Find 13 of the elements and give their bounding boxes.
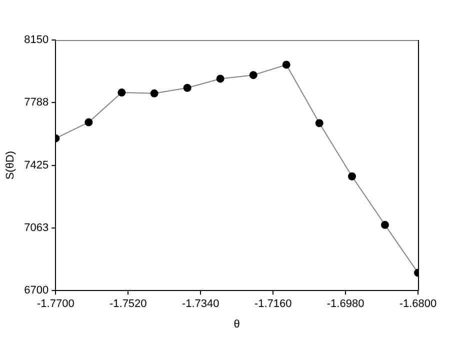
x-tick-label: -1.7700 xyxy=(37,298,74,310)
x-tick-label: -1.7520 xyxy=(109,298,147,310)
x-tick-label: -1.6800 xyxy=(399,298,437,310)
y-tick-label: 7063 xyxy=(24,222,49,234)
x-tick-label: -1.6980 xyxy=(326,298,364,310)
x-axis-title: θ xyxy=(234,318,240,330)
y-axis-title: S(θD) xyxy=(4,150,17,180)
x-tick-label: -1.7340 xyxy=(182,298,220,310)
y-tick-label: 8150 xyxy=(24,34,49,46)
y-tick-label: 7425 xyxy=(24,159,49,172)
y-tick-label: 6700 xyxy=(24,284,49,297)
x-tick-label: -1.7160 xyxy=(254,298,292,310)
y-tick-label: 7788 xyxy=(24,96,49,109)
